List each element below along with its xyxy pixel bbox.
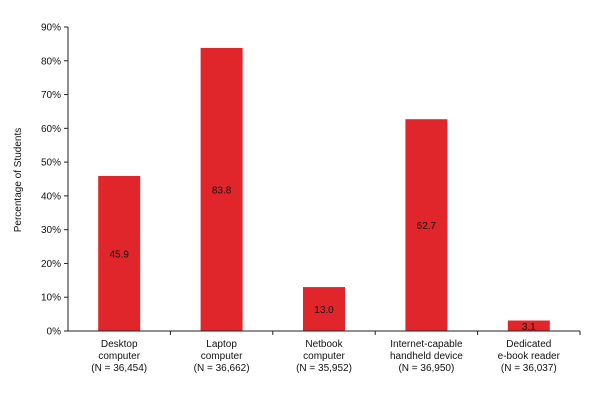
y-axis-title: Percentage of Students	[13, 128, 24, 233]
y-tick-label: 90%	[41, 23, 61, 34]
y-tick-label: 20%	[41, 259, 61, 270]
bar	[303, 287, 345, 331]
bar	[98, 175, 141, 331]
x-category-label: Internet-capable handheld device (N = 36,9…	[390, 339, 463, 374]
bar-value-label: 45.9	[109, 249, 129, 260]
x-category-label-line: handheld device	[390, 351, 463, 362]
bar-value-label: 83.8	[212, 185, 232, 196]
bars-group: 45.9 83.8 13.0 62.7 3.1	[98, 47, 550, 333]
bar-value-label: 62.7	[417, 221, 437, 232]
x-category-label-line: Internet-capable	[390, 339, 463, 350]
x-category-label: Laptop computer (N = 36,662)	[194, 339, 250, 374]
x-axis: Desktop computer (N = 36,454)Laptop compute…	[91, 331, 581, 374]
x-category-label-line: (N = 35,952)	[296, 363, 352, 374]
x-category-label-line: computer	[98, 351, 140, 362]
x-category-label-line: e-book reader	[498, 351, 561, 362]
y-axis: 0% 10% 20% 30% 40% 50% 60% 70% 80% 90%	[41, 23, 68, 338]
y-tick-label: 60%	[41, 124, 61, 135]
x-category-label-line: Netbook	[305, 339, 343, 350]
x-category-label-line: (N = 36,662)	[194, 363, 250, 374]
bar-value-label: 3.1	[522, 322, 536, 333]
y-tick-label: 30%	[41, 225, 61, 236]
y-tick-label: 50%	[41, 158, 61, 169]
bar-value-label: 13.0	[314, 305, 334, 316]
x-category-label-line: (N = 36,037)	[501, 363, 557, 374]
x-category-label-line: computer	[303, 351, 345, 362]
y-tick-label: 80%	[41, 56, 61, 67]
x-category-label-line: Desktop	[101, 339, 138, 350]
y-tick-label: 0%	[47, 327, 62, 338]
x-category-label-line: Laptop	[206, 339, 237, 350]
bar	[507, 320, 550, 331]
y-tick-label: 70%	[41, 90, 61, 101]
x-category-label-line: (N = 36,950)	[398, 363, 454, 374]
bar	[405, 119, 448, 331]
bar	[200, 47, 243, 331]
x-category-label-line: (N = 36,454)	[91, 363, 147, 374]
x-category-label: Dedicated e-book reader (N = 36,037)	[498, 339, 561, 374]
x-category-label-line: Dedicated	[506, 339, 551, 350]
y-tick-label: 40%	[41, 191, 61, 202]
y-tick-label: 10%	[41, 293, 61, 304]
x-category-label: Netbook computer (N = 35,952)	[296, 339, 352, 374]
x-category-label-line: computer	[201, 351, 243, 362]
x-category-label: Desktop computer (N = 36,454)	[91, 339, 147, 374]
